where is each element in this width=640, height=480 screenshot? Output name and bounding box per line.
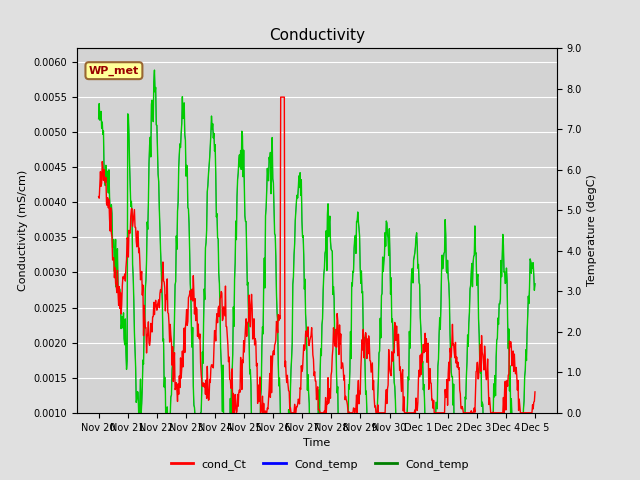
Y-axis label: Temperature (degC): Temperature (degC) — [588, 174, 598, 287]
X-axis label: Time: Time — [303, 438, 330, 448]
Text: WP_met: WP_met — [89, 66, 139, 76]
Title: Conductivity: Conductivity — [269, 28, 365, 43]
Legend: cond_Ct, Cond_temp, Cond_temp: cond_Ct, Cond_temp, Cond_temp — [166, 455, 474, 474]
Y-axis label: Conductivity (mS/cm): Conductivity (mS/cm) — [18, 170, 28, 291]
